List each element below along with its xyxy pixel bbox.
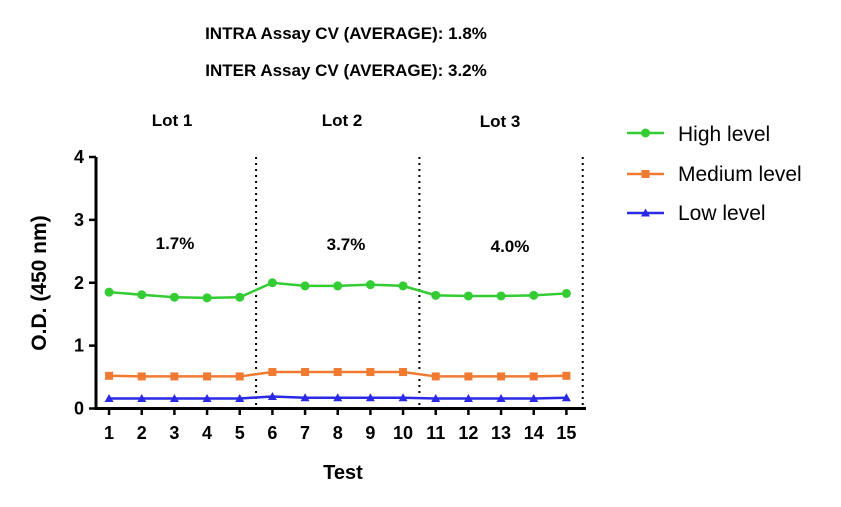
data-point-low-5	[235, 393, 245, 402]
y-tick-label-4: 4	[74, 147, 84, 167]
data-point-medium-2	[137, 372, 146, 381]
lot-3-cv: 4.0%	[491, 237, 530, 256]
data-point-low-12	[463, 393, 473, 402]
legend-marker-high	[641, 128, 650, 138]
y-tick-label-0: 0	[74, 399, 84, 419]
data-point-medium-5	[235, 372, 244, 381]
y-tick-label-3: 3	[74, 210, 84, 230]
x-tick-label-12: 12	[458, 423, 478, 443]
x-tick-label-5: 5	[235, 423, 245, 443]
data-point-low-11	[431, 393, 441, 402]
x-tick-label-11: 11	[426, 423, 445, 443]
lot-1-cv: 1.7%	[156, 234, 195, 253]
y-tick-label-1: 1	[74, 336, 84, 356]
lot-2-label: Lot 2	[322, 111, 363, 130]
data-point-low-4	[202, 393, 212, 402]
data-point-high-12	[463, 291, 473, 301]
data-point-low-1	[104, 393, 114, 402]
data-point-low-9	[365, 393, 375, 402]
inter-assay-cv: INTER Assay CV (AVERAGE): 3.2%	[205, 61, 487, 80]
plot-area	[104, 278, 571, 402]
legend-marker-medium	[641, 170, 650, 178]
data-point-low-6	[267, 392, 277, 401]
data-point-high-1	[104, 287, 114, 297]
data-point-high-8	[333, 281, 343, 291]
legend-label-high: High level	[678, 123, 770, 146]
x-tick-label-8: 8	[333, 423, 343, 443]
data-point-medium-1	[105, 371, 114, 380]
data-point-low-15	[561, 393, 571, 402]
lot-2-cv: 3.7%	[327, 235, 366, 254]
lot-1-label: Lot 1	[152, 111, 193, 130]
data-point-low-10	[398, 393, 408, 402]
data-point-low-3	[169, 393, 179, 402]
data-point-high-9	[365, 280, 375, 290]
data-point-medium-4	[203, 372, 212, 381]
data-point-medium-15	[562, 371, 571, 380]
data-point-medium-8	[333, 368, 342, 377]
data-point-high-2	[137, 290, 147, 300]
data-point-medium-6	[268, 368, 277, 377]
axis-ticks	[89, 155, 568, 415]
data-point-high-6	[267, 278, 277, 288]
x-tick-label-6: 6	[267, 423, 277, 443]
data-point-medium-3	[170, 372, 179, 381]
data-point-high-15	[561, 288, 571, 298]
data-point-medium-7	[301, 368, 310, 377]
x-tick-label-14: 14	[524, 423, 544, 443]
data-point-high-11	[431, 290, 441, 300]
data-point-medium-14	[529, 372, 538, 381]
x-tick-label-4: 4	[202, 423, 212, 443]
data-point-low-8	[333, 393, 343, 402]
legend-item-medium: Medium level	[627, 163, 802, 186]
x-tick-label-9: 9	[365, 423, 375, 443]
data-point-medium-9	[366, 368, 375, 377]
intra-assay-cv: INTRA Assay CV (AVERAGE): 1.8%	[205, 24, 487, 43]
y-axis-label: O.D. (450 nm)	[28, 215, 51, 350]
legend-label-medium: Medium level	[678, 163, 802, 186]
data-point-high-7	[300, 281, 310, 291]
data-point-high-3	[169, 292, 179, 302]
data-point-medium-13	[497, 372, 506, 381]
x-tick-label-13: 13	[491, 423, 511, 443]
data-point-low-13	[496, 393, 506, 402]
x-tick-label-7: 7	[300, 423, 310, 443]
legend-label-low: Low level	[678, 202, 766, 225]
data-point-high-13	[496, 291, 506, 301]
data-point-high-14	[529, 290, 539, 300]
x-axis-label: Test	[323, 462, 363, 484]
data-point-medium-11	[431, 372, 440, 381]
legend-item-low: Low level	[627, 202, 766, 225]
data-point-low-14	[529, 393, 539, 402]
x-tick-label-1: 1	[104, 423, 114, 443]
legend-item-high: High level	[627, 123, 770, 146]
y-tick-label-2: 2	[74, 273, 84, 293]
legend-marker-low	[641, 208, 650, 217]
data-point-high-10	[398, 281, 408, 291]
data-point-medium-10	[399, 368, 408, 377]
data-point-low-2	[137, 393, 147, 402]
x-tick-label-2: 2	[137, 423, 147, 443]
x-tick-label-3: 3	[169, 423, 179, 443]
data-point-medium-12	[464, 372, 473, 381]
data-point-high-4	[202, 293, 212, 303]
data-point-low-7	[300, 393, 310, 402]
x-tick-label-15: 15	[556, 423, 576, 443]
lot-3-label: Lot 3	[480, 112, 521, 131]
data-point-high-5	[235, 292, 245, 302]
legend: High level Medium level Low level	[627, 123, 802, 225]
x-tick-label-10: 10	[393, 423, 413, 443]
